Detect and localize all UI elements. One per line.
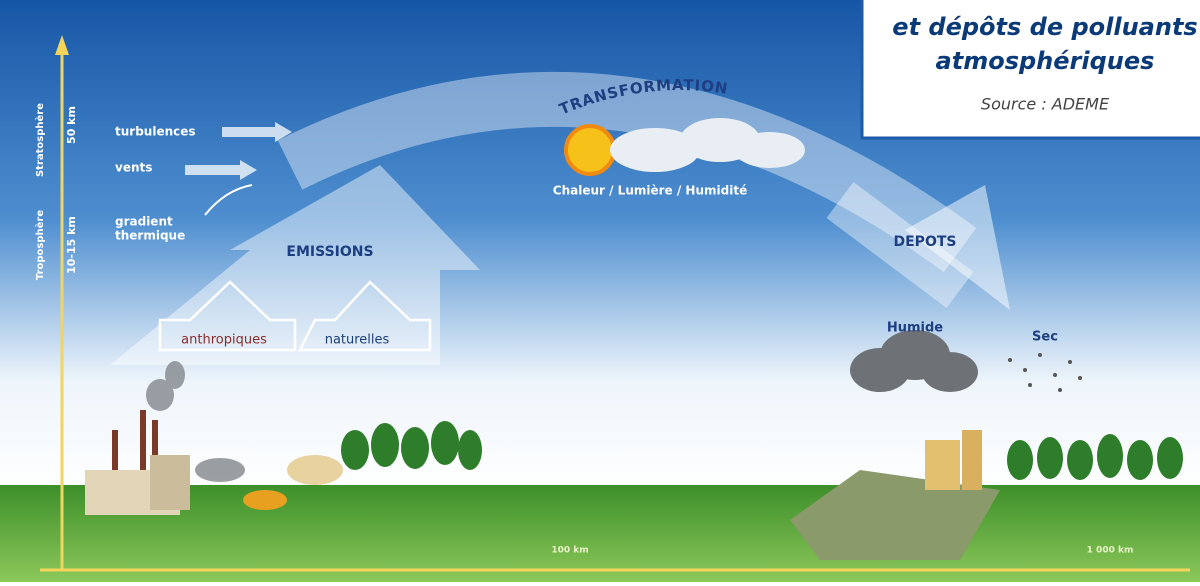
layer-label: Stratosphère <box>34 103 46 177</box>
depots-arrow <box>826 182 974 308</box>
factor-arrow <box>222 122 292 142</box>
deposit-type: Humide <box>887 321 943 336</box>
factor-arrow <box>185 160 257 180</box>
deposit-type: Sec <box>1032 330 1058 345</box>
trees <box>1007 434 1183 480</box>
source: Source : ADEME <box>981 95 1110 114</box>
height-label: 10-15 km <box>65 216 78 274</box>
ground <box>0 485 1200 582</box>
emissions-label: EMISSIONS <box>286 244 373 260</box>
source-label: anthropiques <box>181 333 267 348</box>
rain-cloud <box>850 330 978 392</box>
factor-label: gradient <box>115 215 173 229</box>
cloud <box>610 118 805 172</box>
emissions-arrow <box>110 165 480 365</box>
source-label: naturelles <box>325 333 390 348</box>
dry-particles <box>1008 353 1082 392</box>
factory <box>85 410 190 515</box>
factor-label: turbulences <box>115 125 196 139</box>
smoke <box>146 361 245 482</box>
town <box>790 430 1000 560</box>
depots-label: DEPOTS <box>894 234 957 250</box>
car <box>243 490 287 510</box>
layer-label: Troposphère <box>34 210 46 280</box>
axis-head <box>55 35 69 55</box>
title: atmosphériques <box>936 47 1155 75</box>
factor-label: thermique <box>115 229 185 243</box>
distance-label: 1 000 km <box>1087 546 1134 556</box>
distance-label: 100 km <box>551 546 588 556</box>
title-box <box>860 0 1200 140</box>
sun <box>564 124 616 176</box>
factor-arrow <box>204 184 253 216</box>
anthropic-arrow <box>158 280 297 352</box>
arc-head <box>905 185 1010 310</box>
conditions-label: Chaleur / Lumière / Humidité <box>553 184 747 198</box>
factor-label: vents <box>115 161 152 175</box>
height-label: 50 km <box>65 106 78 144</box>
trees <box>341 421 482 470</box>
natural-arrow <box>297 280 432 352</box>
transformation-arc <box>277 71 977 273</box>
title: et dépôts de polluants <box>892 13 1197 41</box>
cow <box>287 455 343 485</box>
